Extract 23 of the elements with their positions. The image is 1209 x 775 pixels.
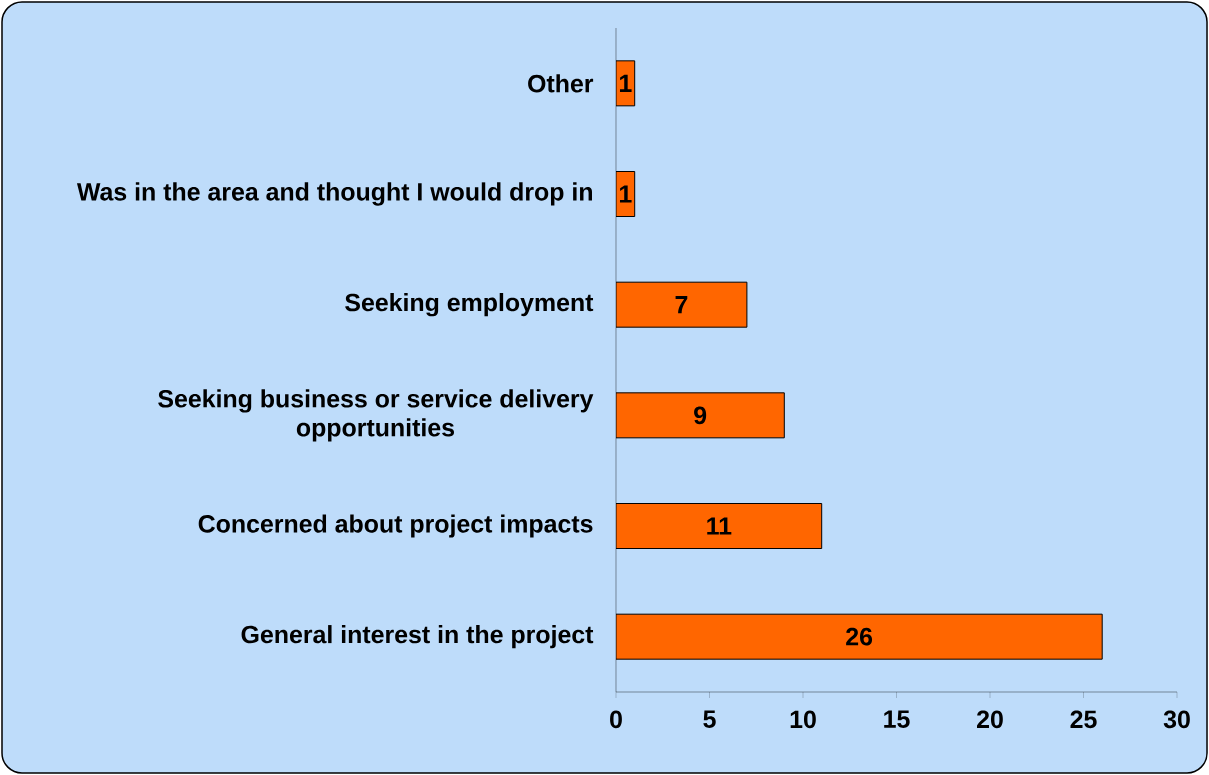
bar	[616, 503, 823, 550]
data-label: 26	[846, 627, 873, 646]
x-tick-label: 0	[610, 710, 622, 729]
x-tick-label: 5	[703, 710, 716, 728]
y-tick-label: Was in the area and thought I would drop in	[76, 182, 592, 206]
data-label: 1	[619, 185, 632, 203]
y-tick-label: General interest in the project	[241, 625, 594, 649]
y-tick-label: Seeking business or service delivery opportunities	[158, 389, 594, 442]
y-tick-label: Seeking employment	[345, 293, 594, 317]
y-tick-label: Concerned about project impacts	[198, 514, 593, 538]
y-tick-label: Other	[528, 74, 594, 93]
x-tick-label: 20	[977, 710, 1003, 729]
data-label: 9	[694, 406, 707, 425]
bar	[616, 281, 748, 328]
data-label: 1	[619, 74, 632, 92]
data-label: 7	[675, 296, 688, 314]
x-tick-label: 25	[1070, 710, 1097, 729]
bar	[616, 392, 785, 439]
x-tick-label: 10	[790, 710, 816, 729]
data-label: 11	[707, 517, 732, 535]
bar	[616, 613, 1103, 660]
x-tick-label: 30	[1163, 710, 1190, 729]
x-tick-label: 15	[884, 710, 910, 728]
